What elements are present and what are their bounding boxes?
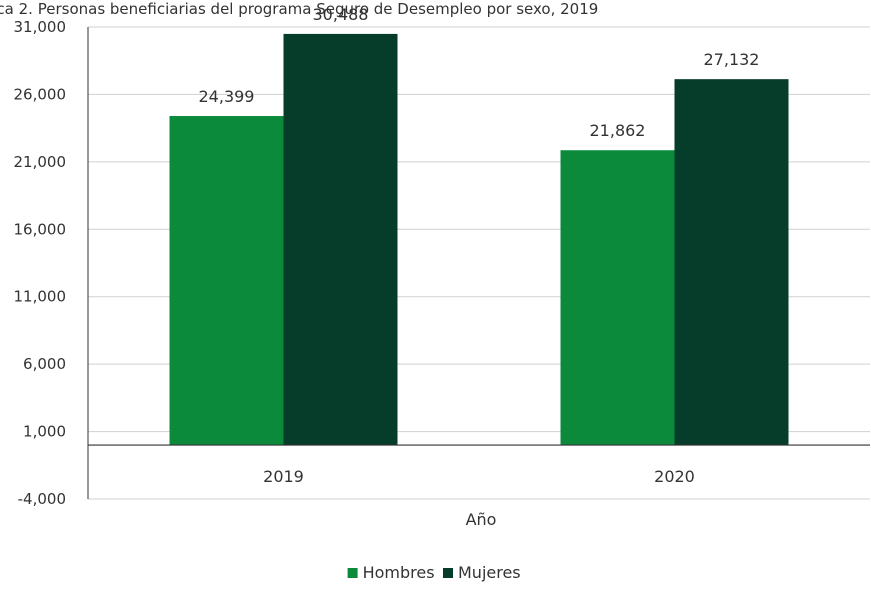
legend-swatch-hombres bbox=[347, 568, 358, 578]
y-tick-label: 21,000 bbox=[14, 153, 67, 171]
y-tick-label: 1,000 bbox=[23, 423, 66, 441]
y-axis: -4,000 1,000 6,000 11,000 16,000 21,000 26,000… bbox=[14, 18, 89, 508]
bar-hombres-2020 bbox=[560, 150, 675, 446]
y-tick-label: 6,000 bbox=[23, 355, 66, 373]
y-tick-label: -4,000 bbox=[18, 490, 66, 508]
data-label: 21,862 bbox=[590, 121, 646, 140]
bar-hombres-2019 bbox=[169, 116, 284, 446]
legend-label-hombres: Hombres bbox=[363, 563, 435, 582]
data-label: 24,399 bbox=[199, 87, 255, 106]
bar-mujeres-2019 bbox=[283, 33, 398, 446]
x-tick-label: 2020 bbox=[654, 467, 695, 486]
y-tick-label: 26,000 bbox=[14, 85, 67, 103]
x-tick-label: 2019 bbox=[263, 467, 304, 486]
bar-mujeres-2020 bbox=[674, 79, 789, 446]
legend-label-mujeres: Mujeres bbox=[458, 563, 521, 582]
y-tick-label: 31,000 bbox=[14, 18, 67, 36]
bars bbox=[169, 33, 789, 446]
data-label: 30,488 bbox=[313, 5, 369, 24]
chart-title: Gráfica 2. Personas beneficiarias del pr… bbox=[0, 0, 598, 18]
y-tick-label: 16,000 bbox=[14, 220, 67, 238]
data-labels: 24,399 30,488 21,862 27,132 bbox=[199, 5, 760, 140]
x-axis-title: Año bbox=[466, 510, 497, 529]
legend-swatch-mujeres bbox=[443, 568, 453, 578]
x-axis: 2019 2020 bbox=[88, 444, 870, 486]
y-tick-label: 11,000 bbox=[14, 288, 67, 306]
data-label: 27,132 bbox=[704, 50, 760, 69]
legend: Hombres Mujeres bbox=[347, 563, 521, 582]
